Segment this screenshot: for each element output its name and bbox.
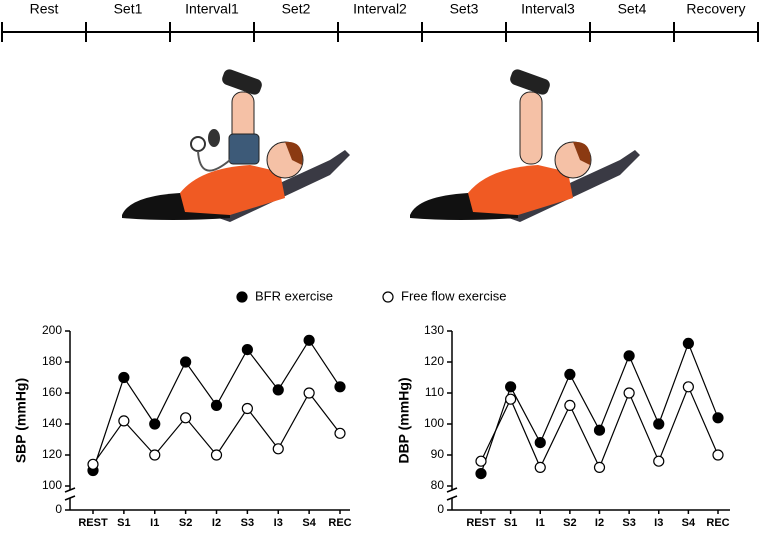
data-point	[505, 393, 517, 405]
data-point	[564, 399, 576, 411]
data-point	[334, 427, 346, 439]
y-tick-label: 200	[42, 323, 62, 337]
x-tick-label: S1	[504, 517, 517, 529]
data-point	[682, 337, 694, 349]
axis-break	[446, 487, 458, 493]
series-line	[480, 341, 719, 474]
y-tick-label: 120	[424, 354, 444, 368]
timeline-label: Set3	[450, 1, 479, 17]
x-tick-label: REST	[78, 517, 108, 529]
illustration-bfr	[122, 69, 350, 222]
data-point	[534, 461, 546, 473]
x-tick-label: S2	[179, 517, 192, 529]
data-point	[272, 384, 284, 396]
legend-marker	[382, 291, 394, 303]
y-tick-label: 120	[42, 447, 62, 461]
y-tick-label: 110	[425, 385, 444, 399]
legend-label: BFR exercise	[255, 288, 333, 303]
y-tick-label: 0	[437, 502, 444, 516]
timeline-label: Interval3	[521, 1, 575, 17]
x-tick-label: I2	[212, 517, 221, 529]
data-point	[653, 418, 665, 430]
legend-label: Free flow exercise	[401, 288, 506, 303]
x-tick-label: S3	[622, 517, 635, 529]
data-point	[303, 387, 315, 399]
y-tick-label: 140	[42, 416, 62, 430]
timeline-label: Interval1	[185, 1, 239, 17]
y-tick-label: 80	[431, 478, 445, 492]
timeline-label: Set4	[618, 1, 647, 17]
x-tick-label: REST	[466, 517, 496, 529]
data-point	[623, 387, 635, 399]
data-point	[682, 381, 694, 393]
y-axis-label: DBP (mmHg)	[396, 377, 412, 463]
x-tick-label: S4	[682, 517, 696, 529]
data-point	[623, 350, 635, 362]
data-point	[653, 455, 665, 467]
data-point	[241, 402, 253, 415]
timeline-label: Set2	[282, 1, 311, 17]
x-tick-label: S2	[563, 517, 576, 529]
data-point	[241, 344, 253, 356]
data-point	[149, 449, 161, 461]
data-point	[334, 381, 346, 393]
data-point	[210, 449, 223, 461]
data-point	[505, 381, 517, 393]
x-tick-label: I1	[150, 517, 159, 529]
legend-marker	[236, 291, 248, 303]
data-point	[534, 437, 546, 449]
data-point	[210, 399, 223, 411]
data-point	[475, 455, 487, 467]
y-tick-label: 90	[431, 447, 445, 461]
x-tick-label: I3	[274, 517, 283, 529]
y-tick-label: 0	[55, 502, 62, 516]
y-axis-label: SBP (mmHg)	[13, 378, 29, 463]
y-tick-label: 130	[424, 323, 444, 337]
x-tick-label: I1	[536, 517, 545, 529]
data-point	[180, 356, 192, 368]
y-tick-label: 100	[42, 478, 62, 492]
data-point	[564, 368, 576, 380]
data-point	[303, 334, 315, 346]
x-tick-label: S4	[302, 517, 316, 529]
data-point	[593, 424, 606, 436]
data-point	[149, 418, 161, 430]
x-tick-label: I2	[595, 517, 604, 529]
axis-break	[64, 495, 76, 501]
data-point	[712, 449, 724, 461]
x-tick-label: REC	[706, 517, 729, 529]
data-point	[272, 443, 284, 455]
data-point	[87, 458, 99, 470]
data-point	[712, 412, 724, 424]
illustration-free-flow	[410, 69, 640, 222]
x-tick-label: S3	[241, 517, 254, 529]
timeline-label: Set1	[114, 1, 143, 17]
data-point	[593, 461, 606, 473]
timeline-label: Rest	[30, 1, 59, 17]
y-tick-label: 180	[42, 354, 62, 368]
data-point	[180, 412, 192, 424]
data-point	[118, 415, 130, 427]
data-point	[118, 371, 130, 384]
x-tick-label: S1	[117, 517, 130, 529]
y-tick-label: 100	[424, 416, 444, 430]
data-point	[475, 468, 487, 480]
x-tick-label: I3	[654, 517, 663, 529]
x-tick-label: REC	[328, 517, 351, 529]
axis-break	[446, 495, 458, 501]
axis-break	[64, 487, 76, 493]
timeline-label: Interval2	[353, 1, 407, 17]
timeline-label: Recovery	[686, 1, 745, 17]
y-tick-label: 160	[42, 385, 62, 399]
